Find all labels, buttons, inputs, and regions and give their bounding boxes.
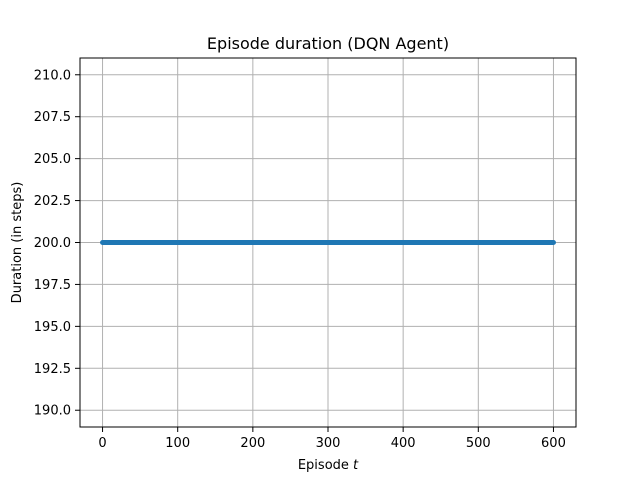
x-axis-label-variable: t: [353, 458, 359, 473]
x-axis-label-text: Episode: [298, 458, 353, 473]
y-tick-label: 202.5: [34, 194, 71, 209]
x-tick-label: 100: [165, 436, 190, 451]
y-tick-label: 200.0: [34, 236, 71, 251]
y-tick-label: 197.5: [34, 278, 71, 293]
y-axis: 190.0 192.5 195.0 197.5 200.0 202.5 205.0 207.5…: [34, 68, 80, 419]
y-tick-label: 210.0: [34, 68, 71, 83]
x-tick-label: 0: [98, 436, 106, 451]
x-axis: 0 100 200 300 400 500 600: [98, 427, 566, 451]
chart-title: Episode duration (DQN Agent): [207, 34, 449, 53]
y-tick-label: 190.0: [34, 404, 71, 419]
y-tick-label: 207.5: [34, 110, 71, 125]
x-tick-label: 500: [466, 436, 491, 451]
y-axis-label: Duration (in steps): [10, 182, 25, 304]
x-axis-label: Episode t: [298, 458, 359, 473]
x-tick-label: 600: [541, 436, 566, 451]
y-tick-label: 205.0: [34, 152, 71, 167]
x-tick-label: 200: [240, 436, 265, 451]
y-tick-label: 192.5: [34, 362, 71, 377]
x-tick-label: 400: [391, 436, 416, 451]
y-tick-label: 195.0: [34, 320, 71, 335]
x-tick-label: 300: [316, 436, 341, 451]
